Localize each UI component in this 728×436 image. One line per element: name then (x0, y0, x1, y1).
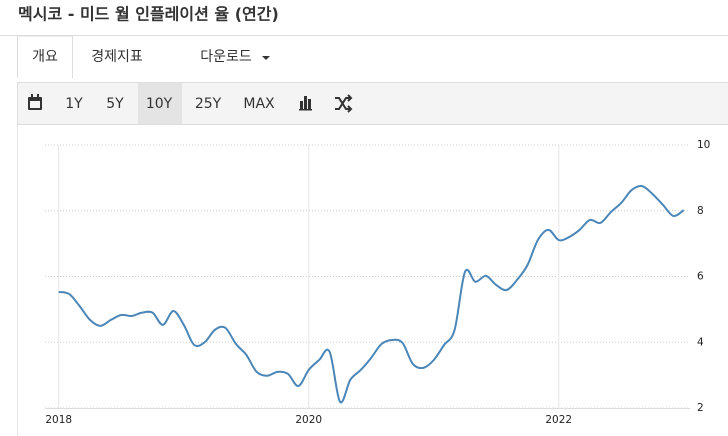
tab[interactable]: 개요 (32, 49, 58, 65)
active-tab (17, 35, 73, 78)
x-tick-label: 2018 (45, 414, 72, 426)
line-series (58, 184, 685, 404)
dropdown-caret (262, 56, 270, 60)
x-tick-label: 2022 (545, 414, 572, 426)
range-button[interactable]: 10Y (146, 96, 173, 112)
tab[interactable]: 경제지표 (91, 49, 143, 65)
y-tick-label: 4 (697, 336, 704, 348)
y-tick-label: 10 (697, 139, 710, 151)
y-tick-label: 8 (697, 205, 704, 217)
y-tick-label: 2 (697, 402, 704, 414)
range-button[interactable]: MAX (243, 96, 275, 112)
bar-chart-icon[interactable] (299, 96, 312, 111)
range-button[interactable]: 1Y (65, 96, 83, 112)
x-tick-label: 2020 (295, 414, 322, 426)
chart: 2 4 6 8 10 2018 2020 2022 (45, 139, 710, 426)
page-title: 멕시코 - 미드 월 인플레이션 율 (연간) (18, 5, 279, 24)
shuffle-icon[interactable] (335, 94, 353, 113)
range-button[interactable]: 5Y (106, 96, 124, 112)
calendar-icon[interactable] (28, 94, 42, 110)
active-range (138, 83, 182, 124)
tab[interactable]: 다운로드 (200, 49, 252, 65)
range-button[interactable]: 25Y (195, 96, 222, 112)
toolbar (17, 82, 728, 125)
y-tick-label: 6 (697, 271, 704, 283)
